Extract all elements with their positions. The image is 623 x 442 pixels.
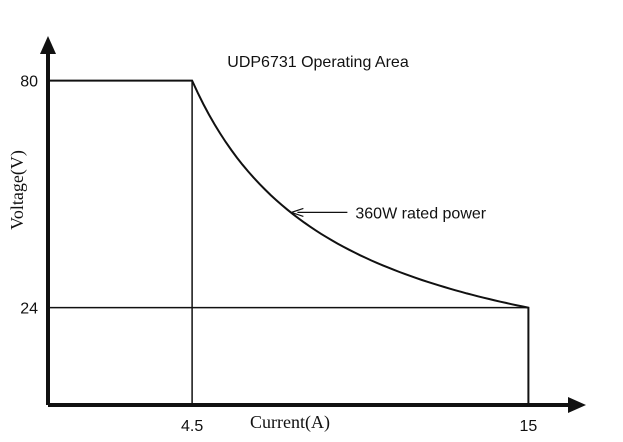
series-layer — [48, 79, 530, 405]
reference-lines — [48, 80, 529, 405]
annotation-layer: 360W rated power — [289, 205, 487, 222]
y-tick-label: 24 — [20, 301, 38, 318]
x-tick-label: 4.5 — [181, 418, 203, 435]
x-tick-label: 15 — [519, 418, 537, 435]
y-axis-label: Voltage(V) — [7, 150, 28, 230]
annotation-arrowhead — [289, 207, 304, 217]
operating-area-boundary — [48, 79, 530, 405]
chart-title: UDP6731 Operating Area — [227, 54, 409, 71]
y-tick-label: 80 — [20, 74, 38, 91]
tick-labels: 4.5 15 80 24 — [20, 74, 537, 435]
axes — [40, 36, 586, 413]
annotation-label: 360W rated power — [355, 205, 486, 222]
y-axis-arrowhead — [40, 36, 56, 54]
x-axis-arrowhead — [568, 397, 586, 413]
x-axis-label: Current(A) — [250, 412, 330, 433]
